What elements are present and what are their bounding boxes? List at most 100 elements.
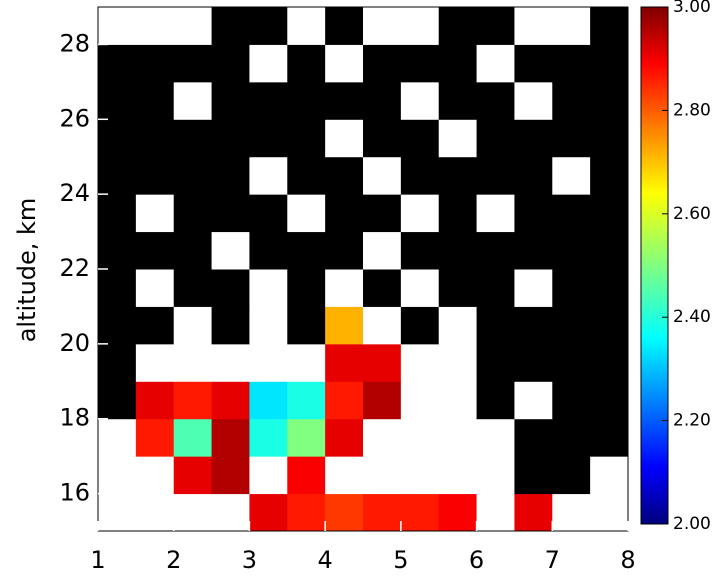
heatmap-cell xyxy=(590,231,629,270)
heatmap-cell xyxy=(325,194,364,233)
heatmap-cell xyxy=(135,81,175,120)
heatmap-cell xyxy=(287,456,326,495)
heatmap-cell xyxy=(476,456,515,495)
heatmap-cell xyxy=(287,81,326,120)
heatmap-cell xyxy=(514,194,553,233)
heatmap-cell xyxy=(438,269,478,307)
heatmap-cell xyxy=(287,231,326,270)
heatmap-cell xyxy=(400,343,440,382)
heatmap-cell xyxy=(400,456,440,495)
heatmap-cell xyxy=(400,418,440,457)
heatmap-cell xyxy=(363,156,402,195)
heatmap-cell xyxy=(400,269,440,307)
heatmap-cell xyxy=(590,493,629,532)
colorbar-tick-label: 2.60 xyxy=(673,204,711,224)
heatmap-cell xyxy=(135,269,175,307)
heatmap-cell xyxy=(249,493,288,532)
heatmap-cell xyxy=(325,269,364,307)
heatmap-cell xyxy=(438,343,478,382)
heatmap-cell xyxy=(287,418,326,457)
heatmap-cell xyxy=(514,44,553,83)
colorbar xyxy=(640,6,669,525)
x-tick-label: 7 xyxy=(545,546,560,574)
heatmap-cell xyxy=(249,456,288,495)
heatmap-cell xyxy=(438,381,478,420)
heatmap-cell xyxy=(476,269,515,307)
heatmap-cell xyxy=(590,156,629,195)
x-tick-label: 4 xyxy=(318,546,333,574)
heatmap-cell xyxy=(590,456,629,495)
heatmap-cell xyxy=(287,343,326,382)
heatmap-cell xyxy=(476,7,515,45)
x-tick-label: 1 xyxy=(90,546,105,574)
heatmap-cell xyxy=(135,231,175,270)
heatmap-cell xyxy=(514,81,553,120)
heatmap-cell xyxy=(325,456,364,495)
heatmap-cell xyxy=(135,381,175,420)
heatmap-cell xyxy=(514,343,553,382)
y-tick-label: 16 xyxy=(59,479,90,507)
heatmap-cell xyxy=(98,44,137,83)
heatmap-cell xyxy=(552,418,591,457)
y-tick-label: 26 xyxy=(59,104,90,132)
heatmap-cell xyxy=(552,81,591,120)
heatmap-cell xyxy=(590,44,629,83)
heatmap-cell xyxy=(287,269,326,307)
heatmap-cell xyxy=(363,44,402,83)
heatmap-cell xyxy=(552,493,591,532)
heatmap-cell xyxy=(514,418,553,457)
heatmap-cell xyxy=(476,493,515,532)
heatmap-cell xyxy=(211,493,250,532)
x-tick-label: 3 xyxy=(242,546,257,574)
heatmap-cell xyxy=(363,418,402,457)
y-axis-label: altitude, km xyxy=(13,198,41,343)
heatmap-cell xyxy=(438,7,478,45)
heatmap-cell xyxy=(173,44,213,83)
heatmap-cell xyxy=(287,156,326,195)
heatmap-cell xyxy=(98,231,137,270)
heatmap-cell xyxy=(514,7,553,45)
y-tick-label: 22 xyxy=(59,254,90,282)
heatmap-cell xyxy=(287,119,326,158)
heatmap-cell xyxy=(173,343,213,382)
heatmap-cell xyxy=(590,119,629,158)
heatmap-cell xyxy=(249,418,288,457)
heatmap-cell xyxy=(590,81,629,120)
heatmap-cell xyxy=(363,306,402,345)
heatmap-cell xyxy=(590,381,629,420)
heatmap-cell xyxy=(400,381,440,420)
heatmap-cell xyxy=(552,381,591,420)
heatmap-cell xyxy=(211,7,250,45)
heatmap-cell xyxy=(173,381,213,420)
x-tick-label: 6 xyxy=(469,546,484,574)
heatmap-cell xyxy=(325,44,364,83)
heatmap-cell xyxy=(249,81,288,120)
heatmap-cell xyxy=(211,231,250,270)
heatmap-cell xyxy=(135,7,175,45)
heatmap-cell xyxy=(173,119,213,158)
heatmap-cell xyxy=(211,269,250,307)
heatmap-cell xyxy=(363,269,402,307)
heatmap-cell xyxy=(438,231,478,270)
heatmap-cell xyxy=(514,156,553,195)
heatmap-cell xyxy=(325,493,364,532)
heatmap-cell xyxy=(476,231,515,270)
heatmap-cell xyxy=(476,44,515,83)
heatmap-cell xyxy=(249,194,288,233)
heatmap-cell xyxy=(476,81,515,120)
heatmap-cell xyxy=(400,7,440,45)
heatmap-cell xyxy=(552,119,591,158)
heatmap-cell xyxy=(211,381,250,420)
heatmap-cell xyxy=(438,81,478,120)
heatmap-cell xyxy=(400,44,440,83)
heatmap-cell xyxy=(590,418,629,457)
heatmap-cell xyxy=(552,7,591,45)
heatmap-cell xyxy=(514,119,553,158)
heatmap-cell xyxy=(173,7,213,45)
y-tick-label: 24 xyxy=(59,179,90,207)
heatmap-cell xyxy=(98,119,137,158)
heatmap-cell xyxy=(325,306,364,345)
heatmap-cell xyxy=(438,493,478,532)
heatmap-cell xyxy=(552,343,591,382)
